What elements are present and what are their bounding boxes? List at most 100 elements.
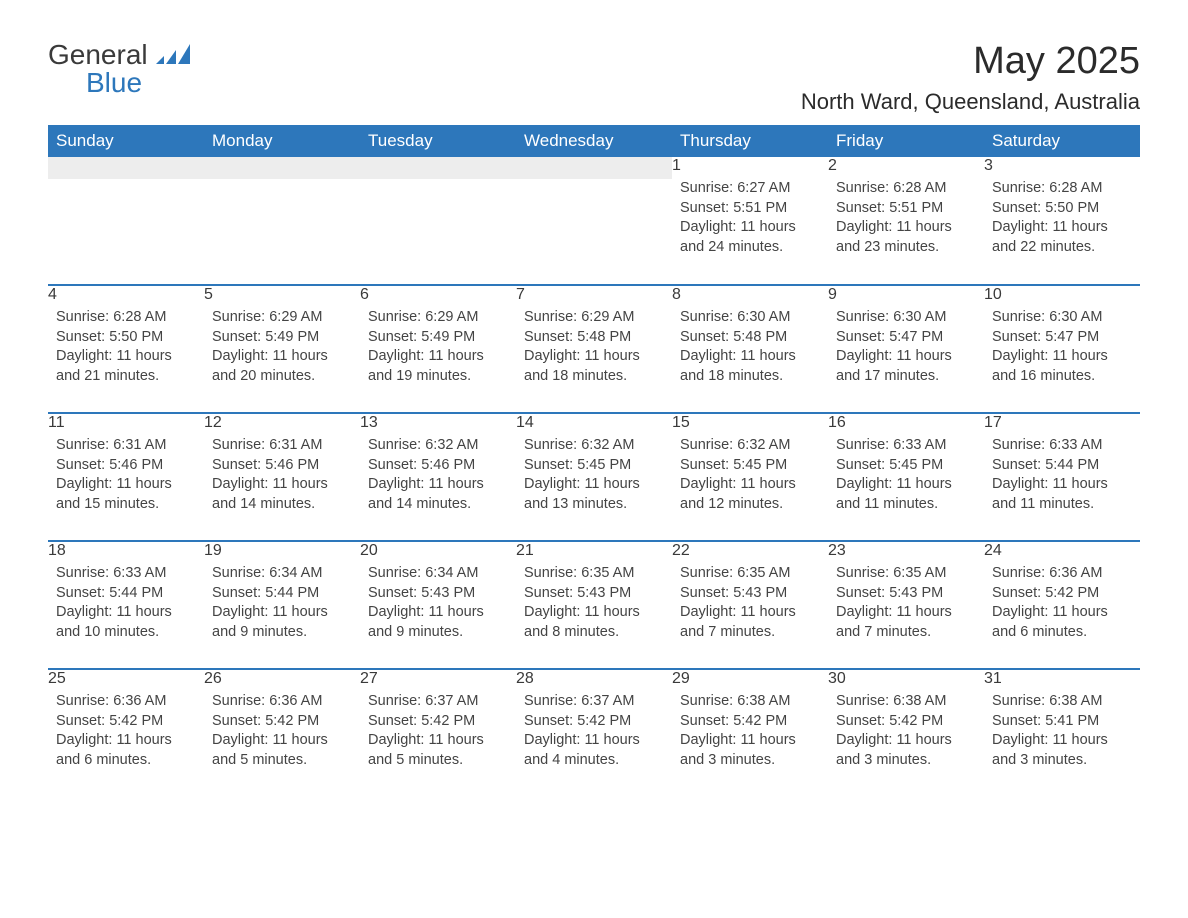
day-details: Sunrise: 6:33 AMSunset: 5:45 PMDaylight:… [828, 432, 984, 522]
calendar-cell: 8Sunrise: 6:30 AMSunset: 5:48 PMDaylight… [672, 285, 828, 413]
day-number: 18 [48, 542, 204, 560]
day-details: Sunrise: 6:35 AMSunset: 5:43 PMDaylight:… [828, 560, 984, 650]
sunrise-text: Sunrise: 6:32 AM [524, 436, 664, 456]
day-header: Thursday [672, 125, 828, 157]
daylight-text: Daylight: 11 hours and 16 minutes. [992, 347, 1132, 386]
day-details: Sunrise: 6:35 AMSunset: 5:43 PMDaylight:… [672, 560, 828, 650]
daylight-text: Daylight: 11 hours and 22 minutes. [992, 218, 1132, 257]
day-details: Sunrise: 6:30 AMSunset: 5:47 PMDaylight:… [984, 304, 1140, 394]
calendar-week-row: 11Sunrise: 6:31 AMSunset: 5:46 PMDayligh… [48, 413, 1140, 541]
day-details: Sunrise: 6:34 AMSunset: 5:43 PMDaylight:… [360, 560, 516, 650]
calendar-cell: 23Sunrise: 6:35 AMSunset: 5:43 PMDayligh… [828, 541, 984, 669]
sunset-text: Sunset: 5:48 PM [524, 328, 664, 348]
day-details: Sunrise: 6:37 AMSunset: 5:42 PMDaylight:… [360, 688, 516, 778]
day-details: Sunrise: 6:32 AMSunset: 5:45 PMDaylight:… [516, 432, 672, 522]
daylight-text: Daylight: 11 hours and 11 minutes. [836, 475, 976, 514]
sunset-text: Sunset: 5:42 PM [524, 712, 664, 732]
sunset-text: Sunset: 5:45 PM [836, 456, 976, 476]
daylight-text: Daylight: 11 hours and 18 minutes. [680, 347, 820, 386]
day-details: Sunrise: 6:38 AMSunset: 5:42 PMDaylight:… [672, 688, 828, 778]
calendar-cell: 22Sunrise: 6:35 AMSunset: 5:43 PMDayligh… [672, 541, 828, 669]
daylight-text: Daylight: 11 hours and 14 minutes. [212, 475, 352, 514]
sunset-text: Sunset: 5:43 PM [680, 584, 820, 604]
day-number: 31 [984, 670, 1140, 688]
daylight-text: Daylight: 11 hours and 5 minutes. [368, 731, 508, 770]
calendar-table: Sunday Monday Tuesday Wednesday Thursday… [48, 125, 1140, 797]
daylight-text: Daylight: 11 hours and 11 minutes. [992, 475, 1132, 514]
day-number: 1 [672, 157, 828, 175]
daylight-text: Daylight: 11 hours and 6 minutes. [992, 603, 1132, 642]
daylight-text: Daylight: 11 hours and 8 minutes. [524, 603, 664, 642]
day-header: Friday [828, 125, 984, 157]
calendar-cell: 12Sunrise: 6:31 AMSunset: 5:46 PMDayligh… [204, 413, 360, 541]
day-number: 24 [984, 542, 1140, 560]
sunrise-text: Sunrise: 6:36 AM [212, 692, 352, 712]
daylight-text: Daylight: 11 hours and 13 minutes. [524, 475, 664, 514]
sunset-text: Sunset: 5:48 PM [680, 328, 820, 348]
day-details: Sunrise: 6:32 AMSunset: 5:45 PMDaylight:… [672, 432, 828, 522]
day-details: Sunrise: 6:30 AMSunset: 5:47 PMDaylight:… [828, 304, 984, 394]
day-number: 26 [204, 670, 360, 688]
daylight-text: Daylight: 11 hours and 19 minutes. [368, 347, 508, 386]
calendar-cell: 30Sunrise: 6:38 AMSunset: 5:42 PMDayligh… [828, 669, 984, 797]
day-number: 9 [828, 286, 984, 304]
calendar-cell: 21Sunrise: 6:35 AMSunset: 5:43 PMDayligh… [516, 541, 672, 669]
sunset-text: Sunset: 5:47 PM [836, 328, 976, 348]
sunset-text: Sunset: 5:46 PM [368, 456, 508, 476]
daylight-text: Daylight: 11 hours and 6 minutes. [56, 731, 196, 770]
day-details: Sunrise: 6:27 AMSunset: 5:51 PMDaylight:… [672, 175, 828, 265]
day-number [48, 157, 204, 179]
sunset-text: Sunset: 5:43 PM [836, 584, 976, 604]
day-header: Monday [204, 125, 360, 157]
day-details: Sunrise: 6:38 AMSunset: 5:41 PMDaylight:… [984, 688, 1140, 778]
daylight-text: Daylight: 11 hours and 10 minutes. [56, 603, 196, 642]
sunrise-text: Sunrise: 6:31 AM [56, 436, 196, 456]
calendar-cell: 7Sunrise: 6:29 AMSunset: 5:48 PMDaylight… [516, 285, 672, 413]
daylight-text: Daylight: 11 hours and 7 minutes. [836, 603, 976, 642]
sunset-text: Sunset: 5:42 PM [836, 712, 976, 732]
sunrise-text: Sunrise: 6:37 AM [524, 692, 664, 712]
sunrise-text: Sunrise: 6:28 AM [836, 179, 976, 199]
sunset-text: Sunset: 5:44 PM [212, 584, 352, 604]
sunset-text: Sunset: 5:43 PM [368, 584, 508, 604]
daylight-text: Daylight: 11 hours and 18 minutes. [524, 347, 664, 386]
day-number: 20 [360, 542, 516, 560]
daylight-text: Daylight: 11 hours and 9 minutes. [368, 603, 508, 642]
calendar-cell: 9Sunrise: 6:30 AMSunset: 5:47 PMDaylight… [828, 285, 984, 413]
day-number: 15 [672, 414, 828, 432]
sunrise-text: Sunrise: 6:38 AM [992, 692, 1132, 712]
sunset-text: Sunset: 5:50 PM [56, 328, 196, 348]
sunrise-text: Sunrise: 6:38 AM [680, 692, 820, 712]
sunrise-text: Sunrise: 6:37 AM [368, 692, 508, 712]
daylight-text: Daylight: 11 hours and 7 minutes. [680, 603, 820, 642]
day-details: Sunrise: 6:33 AMSunset: 5:44 PMDaylight:… [48, 560, 204, 650]
calendar-cell: 26Sunrise: 6:36 AMSunset: 5:42 PMDayligh… [204, 669, 360, 797]
sunrise-text: Sunrise: 6:33 AM [836, 436, 976, 456]
calendar-cell [204, 157, 360, 285]
sunset-text: Sunset: 5:44 PM [56, 584, 196, 604]
calendar-cell: 15Sunrise: 6:32 AMSunset: 5:45 PMDayligh… [672, 413, 828, 541]
calendar-cell: 29Sunrise: 6:38 AMSunset: 5:42 PMDayligh… [672, 669, 828, 797]
day-details: Sunrise: 6:28 AMSunset: 5:51 PMDaylight:… [828, 175, 984, 265]
day-number: 29 [672, 670, 828, 688]
day-number: 28 [516, 670, 672, 688]
daylight-text: Daylight: 11 hours and 15 minutes. [56, 475, 196, 514]
daylight-text: Daylight: 11 hours and 23 minutes. [836, 218, 976, 257]
calendar-cell: 27Sunrise: 6:37 AMSunset: 5:42 PMDayligh… [360, 669, 516, 797]
calendar-cell: 28Sunrise: 6:37 AMSunset: 5:42 PMDayligh… [516, 669, 672, 797]
sunrise-text: Sunrise: 6:33 AM [56, 564, 196, 584]
day-number: 23 [828, 542, 984, 560]
logo-chart-icon [156, 44, 190, 64]
daylight-text: Daylight: 11 hours and 12 minutes. [680, 475, 820, 514]
sunset-text: Sunset: 5:41 PM [992, 712, 1132, 732]
daylight-text: Daylight: 11 hours and 3 minutes. [680, 731, 820, 770]
day-number: 17 [984, 414, 1140, 432]
day-details: Sunrise: 6:34 AMSunset: 5:44 PMDaylight:… [204, 560, 360, 650]
calendar-cell: 19Sunrise: 6:34 AMSunset: 5:44 PMDayligh… [204, 541, 360, 669]
day-number [204, 157, 360, 179]
logo-word-general: General [48, 39, 148, 70]
day-details: Sunrise: 6:29 AMSunset: 5:48 PMDaylight:… [516, 304, 672, 394]
daylight-text: Daylight: 11 hours and 3 minutes. [992, 731, 1132, 770]
daylight-text: Daylight: 11 hours and 20 minutes. [212, 347, 352, 386]
day-details: Sunrise: 6:30 AMSunset: 5:48 PMDaylight:… [672, 304, 828, 394]
